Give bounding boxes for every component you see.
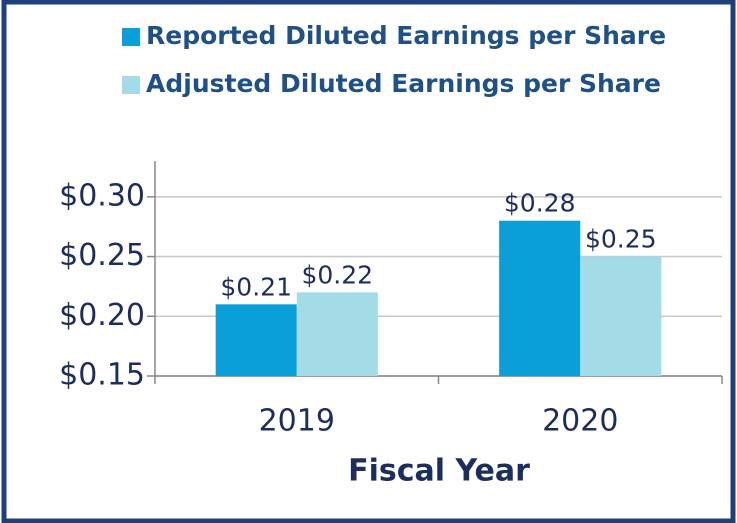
legend-swatch <box>122 76 140 94</box>
y-tick-label: $0.25 <box>59 238 145 273</box>
x-axis-title: Fiscal Year <box>348 454 530 489</box>
x-tick-label: 2020 <box>542 404 618 439</box>
data-label: $0.22 <box>302 260 374 289</box>
y-tick-label: $0.20 <box>59 298 145 333</box>
bar <box>580 256 662 376</box>
y-tick-label: $0.30 <box>59 178 145 213</box>
data-label: $0.21 <box>220 272 292 301</box>
bar <box>296 292 378 376</box>
legend-label: Adjusted Diluted Earnings per Share <box>146 69 661 98</box>
x-tick-label: 2019 <box>259 404 335 439</box>
bar <box>499 220 581 376</box>
legend-swatch <box>122 28 140 46</box>
y-tick-label: $0.15 <box>59 358 145 393</box>
data-label: $0.28 <box>504 189 576 218</box>
bar <box>215 304 297 376</box>
data-label: $0.25 <box>585 225 657 254</box>
legend-label: Reported Diluted Earnings per Share <box>146 21 666 50</box>
